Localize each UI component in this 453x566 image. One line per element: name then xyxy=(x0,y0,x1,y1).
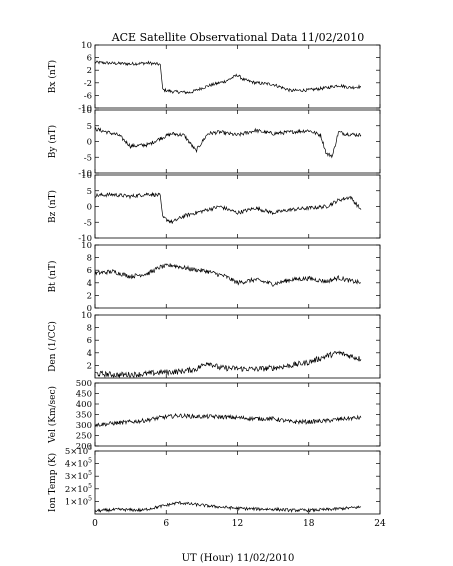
y-tick-label: 10 xyxy=(81,311,92,321)
y-tick-label: -5 xyxy=(84,218,92,228)
x-tick-label: 6 xyxy=(163,519,169,529)
y-tick-label: 500 xyxy=(76,379,92,389)
y-tick-label: 4 xyxy=(87,349,92,359)
y-tick-label: 4×105 xyxy=(65,458,92,470)
y-axis-label: By (nT) xyxy=(47,125,58,158)
series-line xyxy=(94,263,361,287)
y-axis-label: Bt (nT) xyxy=(47,261,58,293)
y-tick-label: 450 xyxy=(76,390,92,400)
y-tick-exponent: 5 xyxy=(88,445,92,452)
y-tick-label: 6 xyxy=(87,54,92,64)
panel-frame xyxy=(94,109,381,174)
y-tick-label: 0 xyxy=(87,203,92,213)
y-tick-label: 5 xyxy=(87,122,92,132)
y-tick-label: 400 xyxy=(76,400,92,410)
x-tick-label: 24 xyxy=(374,519,386,529)
x-tick-label: 18 xyxy=(303,519,315,529)
y-tick-label: 350 xyxy=(76,411,92,421)
y-tick-label: 2 xyxy=(87,291,92,301)
y-tick-label: 2×105 xyxy=(65,483,92,495)
y-tick-exponent: 5 xyxy=(88,495,92,502)
y-tick-label: -10 xyxy=(78,104,92,114)
y-axis-label: Vel (Km/sec) xyxy=(47,386,58,444)
panels-group: 10 6 2 -2 -6 -10 Bx (nT) 10 5 0 -5 -10 By (nT) 10 5 0 -5… xyxy=(47,41,386,529)
x-tick-label: 0 xyxy=(92,519,98,529)
y-tick-label: 300 xyxy=(76,421,92,431)
panel-frame xyxy=(94,450,381,515)
series-line xyxy=(94,501,362,513)
y-tick-label: 2 xyxy=(87,66,92,76)
y-tick-label: -6 xyxy=(84,91,92,101)
y-tick-label: 5 xyxy=(87,187,92,197)
y-tick-label: 2 xyxy=(87,361,92,371)
y-tick-label: -2 xyxy=(84,79,92,89)
series-line xyxy=(94,350,362,379)
y-tick-label: 5×105 xyxy=(65,445,92,457)
y-tick-exponent: 5 xyxy=(88,483,92,490)
y-tick-label: 0 xyxy=(87,138,92,148)
y-axis-label: Bz (nT) xyxy=(47,190,58,223)
series-line xyxy=(94,126,362,159)
y-tick-label: -5 xyxy=(84,153,92,163)
y-tick-label: 8 xyxy=(87,254,92,264)
series-line xyxy=(94,412,362,428)
y-tick-label: 8 xyxy=(87,324,92,334)
y-tick-label: 10 xyxy=(81,106,92,116)
panel-2: 10 5 0 -5 -10 By (nT) xyxy=(47,106,381,179)
figure-title: ACE Satellite Observational Data 11/02/2… xyxy=(111,31,365,44)
y-tick-label: -10 xyxy=(78,234,92,244)
y-tick-exponent: 5 xyxy=(88,470,92,477)
y-axis-label: Ion Temp (K) xyxy=(47,453,58,512)
y-axis-label: Den (1/CC) xyxy=(47,321,58,372)
panel-5: 10 8 6 4 2 Den (1/CC) xyxy=(47,311,381,379)
series-line xyxy=(94,60,361,95)
y-tick-label: 10 xyxy=(81,171,92,181)
y-tick-label: 6 xyxy=(87,266,92,276)
panel-frame xyxy=(94,382,381,447)
y-tick-label: 6 xyxy=(87,336,92,346)
y-tick-label: 0 xyxy=(87,304,92,314)
x-axis-label: UT (Hour) 11/02/2010 xyxy=(182,553,295,564)
panel-4: 10 8 6 4 2 0 Bt (nT) xyxy=(47,241,381,314)
y-tick-label: 4 xyxy=(87,279,92,289)
y-tick-label: 10 xyxy=(81,41,92,51)
panel-frame xyxy=(94,244,381,309)
panel-1: 10 6 2 -2 -6 -10 Bx (nT) xyxy=(47,41,381,114)
series-line xyxy=(94,191,362,224)
y-tick-label: 3×105 xyxy=(65,470,92,482)
y-tick-label: -10 xyxy=(78,169,92,179)
panel-3: 10 5 0 -5 -10 Bz (nT) xyxy=(47,171,381,244)
y-tick-label: 10 xyxy=(81,241,92,251)
panel-frame xyxy=(94,174,381,239)
y-tick-label: 250 xyxy=(76,432,92,442)
y-axis-label: Bx (nT) xyxy=(47,60,58,93)
x-tick-label: 12 xyxy=(232,519,243,529)
y-tick-exponent: 5 xyxy=(88,458,92,465)
y-tick-label: 1×105 xyxy=(65,495,92,507)
y-tick-label: 200 xyxy=(76,442,92,452)
